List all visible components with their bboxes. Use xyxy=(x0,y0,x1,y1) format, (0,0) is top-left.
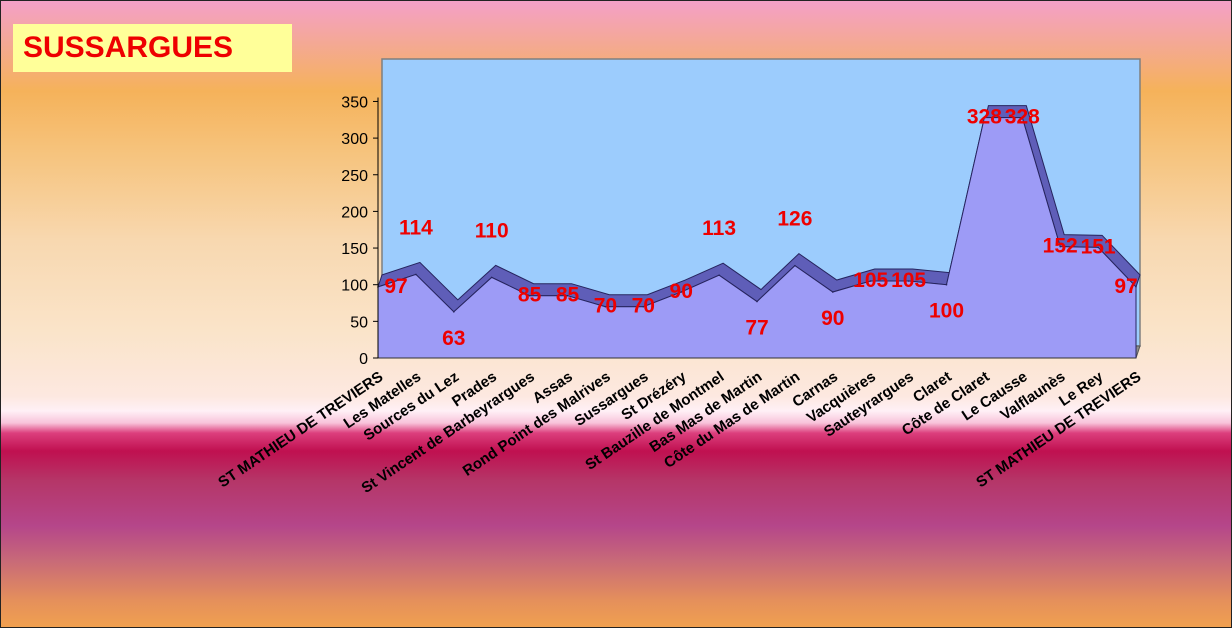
data-point xyxy=(490,276,493,279)
data-label: 100 xyxy=(929,300,964,323)
data-label: 328 xyxy=(1005,106,1040,129)
y-tick-label: 150 xyxy=(341,241,368,258)
data-label: 151 xyxy=(1081,235,1116,258)
data-label: 110 xyxy=(475,219,509,242)
data-label: 126 xyxy=(777,208,812,231)
data-label: 85 xyxy=(556,284,580,307)
data-point xyxy=(566,294,569,297)
data-point xyxy=(1021,116,1024,119)
data-point xyxy=(983,116,986,119)
data-label: 105 xyxy=(891,269,926,292)
y-tick-label: 350 xyxy=(341,94,368,111)
y-tick-label: 300 xyxy=(341,131,368,148)
title-box: SUSSARGUES xyxy=(13,24,292,72)
data-label: 328 xyxy=(967,106,1002,129)
data-point xyxy=(1059,245,1061,248)
data-point xyxy=(642,305,645,308)
data-label: 63 xyxy=(442,327,465,350)
data-point xyxy=(415,273,417,276)
data-label: 90 xyxy=(821,307,844,330)
data-label: 113 xyxy=(702,217,736,240)
data-point xyxy=(945,283,948,286)
data-label: 70 xyxy=(594,295,617,318)
area-series xyxy=(377,117,1137,359)
data-point xyxy=(1135,286,1137,288)
data-label: 114 xyxy=(399,216,433,239)
data-point xyxy=(907,280,910,282)
data-label: 105 xyxy=(853,269,888,292)
data-point xyxy=(869,280,872,282)
data-point xyxy=(794,264,796,267)
data-label: 97 xyxy=(384,275,407,298)
y-tick-label: 50 xyxy=(350,314,368,331)
data-point xyxy=(528,294,531,297)
data-point xyxy=(604,305,607,308)
data-point xyxy=(680,291,682,293)
data-label: 97 xyxy=(1114,275,1137,298)
data-point xyxy=(453,311,455,313)
y-tick-label: 100 xyxy=(341,278,368,295)
data-label: 77 xyxy=(745,317,768,340)
chart-title: SUSSARGUES xyxy=(23,31,234,64)
data-label: 90 xyxy=(670,280,693,303)
data-point xyxy=(1097,246,1099,249)
y-tick-label: 200 xyxy=(341,204,368,221)
data-point xyxy=(832,291,834,293)
y-tick-label: 0 xyxy=(359,351,368,368)
data-point xyxy=(756,300,758,303)
y-tick-label: 250 xyxy=(341,168,368,185)
data-label: 152 xyxy=(1043,235,1078,258)
data-label: 70 xyxy=(632,295,655,318)
data-label: 85 xyxy=(518,284,542,307)
data-point xyxy=(718,274,720,276)
